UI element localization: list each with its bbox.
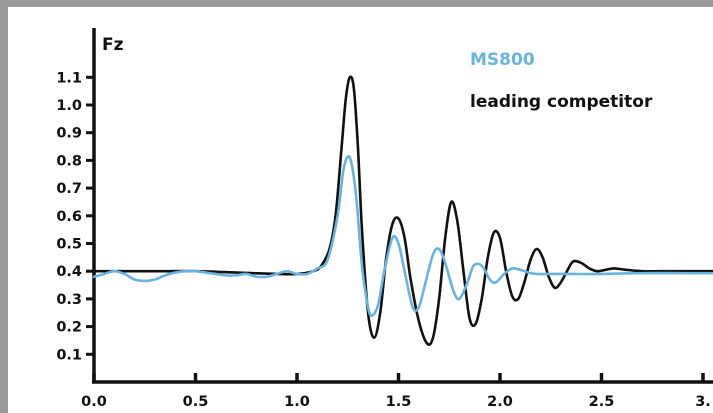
y-tick-label: 0.7 [56,181,82,197]
y-tick-label: 1.1 [56,70,82,86]
y-tick-label: 0.2 [56,320,82,336]
x-tick-label: 2.0 [487,394,513,410]
y-tick-label: 0.3 [56,292,82,308]
legend-entry-ms800: MS800 [470,50,535,70]
y-tick-label: 0.9 [56,126,82,142]
y-tick-label: 0.5 [56,237,82,253]
x-tick-label: 0.0 [81,394,107,410]
legend: MS800 leading competitor [470,50,653,112]
axes [86,28,713,384]
legend-entry-leading-competitor: leading competitor [470,92,653,112]
series-line-ms800 [92,154,713,317]
series-line-leading-competitor [92,75,713,346]
x-tick-label: 0.5 [183,394,209,410]
x-tick-label: 2.5 [589,394,615,410]
y-tick-label: 0.4 [56,264,82,280]
y-tick-label: 0.6 [56,209,82,225]
series-layer [92,75,713,346]
y-tick-label: 0.8 [56,153,82,169]
y-tick-label: 1.0 [56,98,82,114]
x-tick-label: 3. [695,394,711,410]
x-tick-label: 1.0 [284,394,310,410]
y-tick-label: 0.1 [56,347,82,363]
x-tick-label: 1.5 [386,394,412,410]
y-axis-title: Fz [102,35,124,55]
labels: 0.1 0.2 0.3 0.4 0.5 0.6 0.7 0.8 0.9 1.0 1.1 0.0 0.5 1… [56,35,710,410]
